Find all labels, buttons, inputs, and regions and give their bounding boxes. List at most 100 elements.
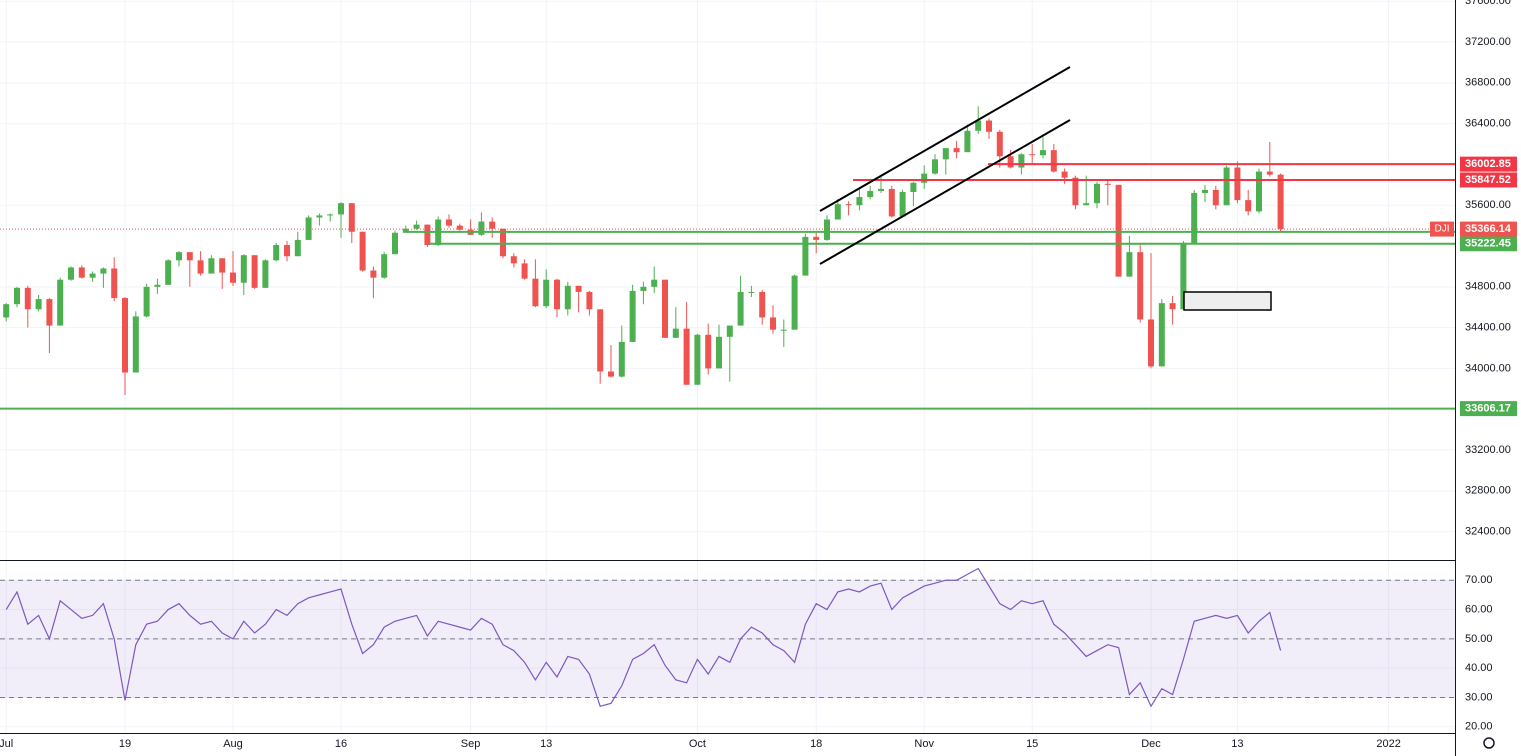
candle-body xyxy=(262,260,269,288)
y-tick-label: 60.00 xyxy=(1465,603,1493,615)
y-tick-label: 36800.00 xyxy=(1465,77,1511,89)
current-price-label: 35366.14 xyxy=(1465,223,1512,235)
candle-body xyxy=(100,268,107,274)
candle-body xyxy=(759,291,766,318)
level-label: 36002.85 xyxy=(1465,158,1511,170)
rsi-band xyxy=(0,580,1455,698)
candle-body xyxy=(35,299,42,310)
candle-body xyxy=(705,334,712,369)
candle-body xyxy=(348,203,355,232)
settings-icon[interactable] xyxy=(1483,737,1495,749)
candle-body xyxy=(932,159,938,174)
candle-body xyxy=(3,304,10,318)
x-tick-label: 16 xyxy=(335,738,347,750)
candle-body xyxy=(921,173,928,183)
candle-body xyxy=(662,279,668,338)
candle-body xyxy=(888,188,895,217)
candle-body xyxy=(251,255,258,288)
candle-body xyxy=(737,291,744,326)
candle-body xyxy=(154,284,161,287)
candle-body xyxy=(489,221,496,229)
candle-body xyxy=(327,214,334,216)
candle-body xyxy=(197,260,204,274)
candle-body xyxy=(899,191,906,217)
candle-body xyxy=(910,182,917,192)
candle-body xyxy=(1040,150,1046,156)
candle-body xyxy=(122,298,128,373)
settings-gear[interactable] xyxy=(1483,737,1495,749)
candle-body xyxy=(57,279,64,326)
candle-body xyxy=(651,279,658,287)
candle-body xyxy=(521,263,528,279)
candle-body xyxy=(219,258,226,273)
x-tick-label: 13 xyxy=(1231,738,1243,750)
candle-body xyxy=(834,204,841,220)
candle-body xyxy=(629,290,636,342)
y-tick-label: 35600.00 xyxy=(1465,199,1511,211)
y-tick-label: 50.00 xyxy=(1465,633,1493,645)
candle-body xyxy=(89,273,96,278)
candle-body xyxy=(1180,242,1187,310)
candle-body xyxy=(500,228,506,257)
candle-body xyxy=(608,371,614,377)
candle-body xyxy=(402,228,409,233)
candle-body xyxy=(273,245,280,261)
x-tick-label: 2022 xyxy=(1376,738,1400,750)
candle-body xyxy=(143,286,150,317)
x-tick-label: 13 xyxy=(540,738,552,750)
current-price-box xyxy=(1460,221,1517,237)
level-label-box xyxy=(1460,236,1517,252)
x-tick-label: Nov xyxy=(914,738,934,750)
candle-body xyxy=(640,286,647,291)
candle-body xyxy=(683,328,690,385)
candle-body xyxy=(46,299,53,326)
candle-body xyxy=(240,255,247,283)
candle-body xyxy=(791,275,798,330)
x-tick-label: 19 xyxy=(119,738,131,750)
channel-line xyxy=(819,66,1071,212)
candle-body xyxy=(845,204,852,206)
channel-line xyxy=(819,119,1071,265)
price-pane xyxy=(0,106,1455,410)
candle-body xyxy=(1223,167,1230,206)
candle-body xyxy=(338,203,344,215)
candle-body xyxy=(986,120,992,132)
candle-body xyxy=(586,291,593,310)
candle-body xyxy=(597,309,604,372)
candle-body xyxy=(1126,252,1133,277)
candle-body xyxy=(24,287,31,310)
candle-body xyxy=(510,256,517,264)
y-tick-label: 20.00 xyxy=(1465,721,1493,733)
symbol-label: DJI xyxy=(1435,224,1450,235)
candle-body xyxy=(316,215,323,218)
candle-body xyxy=(867,190,874,198)
candle-body xyxy=(1072,177,1079,206)
candle-body xyxy=(942,148,949,160)
candle-body xyxy=(996,131,1003,157)
candle-body xyxy=(208,258,215,274)
candle-body xyxy=(370,270,377,278)
candle-body xyxy=(381,254,388,278)
candle-body xyxy=(478,221,485,235)
candle-body xyxy=(111,268,118,299)
x-tick-label: 15 xyxy=(1026,738,1038,750)
x-tick-label: Dec xyxy=(1141,738,1161,750)
candle-body xyxy=(456,225,463,230)
candle-body xyxy=(176,252,182,261)
candle-body xyxy=(1266,171,1273,175)
candle-body xyxy=(305,217,312,240)
candle-body xyxy=(554,279,560,310)
level-label: 33606.17 xyxy=(1465,403,1511,415)
candle-body xyxy=(424,224,431,246)
candle-body xyxy=(14,287,20,305)
candle-body xyxy=(694,334,701,385)
candle-body xyxy=(543,279,550,307)
candle-body xyxy=(1256,171,1262,212)
candle-body xyxy=(68,267,74,280)
candle-body xyxy=(78,267,85,278)
candle-body xyxy=(813,236,820,240)
candle-body xyxy=(1169,303,1176,310)
candle-body xyxy=(1212,189,1219,206)
candle-body xyxy=(132,316,139,373)
